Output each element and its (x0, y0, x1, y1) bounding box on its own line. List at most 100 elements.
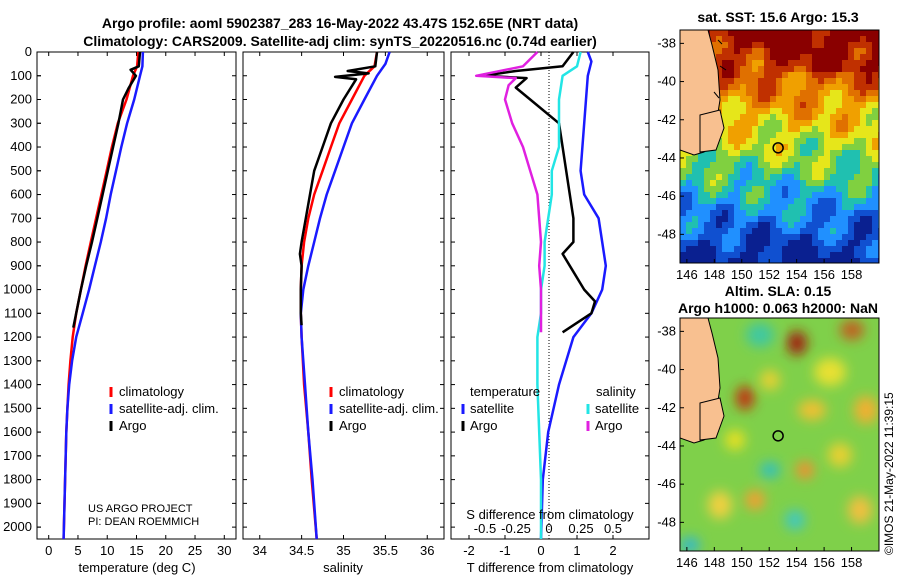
t-difference-axis-label: T difference from climatology (467, 560, 634, 575)
sst-cell (698, 240, 704, 246)
sst-cell (752, 30, 758, 36)
sst-cell (794, 126, 800, 132)
sst-cell (812, 228, 818, 234)
sst-cell (722, 102, 728, 108)
sst-cell (854, 54, 860, 60)
sst-cell (860, 126, 866, 132)
sst-cell (782, 114, 788, 120)
series-line-argo (298, 51, 379, 326)
sst-cell (854, 66, 860, 72)
sst-cell (734, 90, 740, 96)
sst-cell (794, 54, 800, 60)
sst-cell (698, 246, 704, 252)
sst-cell (812, 30, 818, 36)
sst-cell (806, 126, 812, 132)
sst-cell (782, 36, 788, 42)
sst-cell (758, 54, 764, 60)
sst-cell (806, 246, 812, 252)
sst-cell (746, 168, 752, 174)
sst-cell (812, 78, 818, 84)
sst-cell (728, 84, 734, 90)
sst-cell (752, 180, 758, 186)
sst-cell (704, 258, 710, 263)
y-tick-label: 100 (10, 68, 32, 83)
sst-cell (788, 54, 794, 60)
sst-cell (758, 216, 764, 222)
sst-cell (686, 246, 692, 252)
sst-cell (854, 102, 860, 108)
sst-cell (830, 204, 836, 210)
sst-cell (788, 48, 794, 54)
sst-cell (812, 192, 818, 198)
sst-cell (830, 198, 836, 204)
y-tick-label: 0 (25, 44, 32, 59)
sst-cell (848, 144, 854, 150)
sst-cell (710, 228, 716, 234)
sst-cell (764, 198, 770, 204)
sst-cell (818, 66, 824, 72)
sst-cell (686, 174, 692, 180)
sst-cell (866, 102, 872, 108)
sst-cell (800, 96, 806, 102)
sst-cell (842, 222, 848, 228)
sst-cell (692, 234, 698, 240)
sst-cell (842, 258, 848, 263)
sst-cell (812, 72, 818, 78)
sst-cell (800, 60, 806, 66)
sst-cell (818, 246, 824, 252)
sst-cell (794, 156, 800, 162)
sst-cell (728, 72, 734, 78)
sst-cell (734, 216, 740, 222)
sst-cell (710, 192, 716, 198)
sst-cell (758, 120, 764, 126)
sst-cell (746, 186, 752, 192)
sst-cell (746, 156, 752, 162)
sst-cell (818, 126, 824, 132)
sst-cell (758, 246, 764, 252)
sst-cell (752, 84, 758, 90)
sst-cell (764, 48, 770, 54)
sst-cell (776, 96, 782, 102)
sst-cell (842, 108, 848, 114)
sst-cell (728, 114, 734, 120)
sst-cell (830, 84, 836, 90)
sst-cell (788, 210, 794, 216)
sst-cell (686, 204, 692, 210)
sst-cell (866, 222, 872, 228)
sst-cell (848, 216, 854, 222)
sst-cell (740, 36, 746, 42)
sst-cell (716, 42, 722, 48)
sst-cell (710, 222, 716, 228)
sst-cell (842, 126, 848, 132)
salinity-plot-frame (242, 51, 445, 540)
sst-cell (764, 204, 770, 210)
sst-cell (752, 60, 758, 66)
sst-cell (860, 114, 866, 120)
sst-cell (806, 186, 812, 192)
sst-cell (710, 216, 716, 222)
sst-cell (842, 66, 848, 72)
sst-cell (842, 144, 848, 150)
sst-cell (722, 180, 728, 186)
sst-cell (788, 192, 794, 198)
sst-cell (806, 60, 812, 66)
sst-cell (860, 240, 866, 246)
sst-cell (794, 150, 800, 156)
sst-cell (782, 228, 788, 234)
sst-cell (854, 150, 860, 156)
y-tick-label: 1800 (3, 472, 32, 487)
sst-cell (860, 246, 866, 252)
sst-cell (698, 180, 704, 186)
sst-cell (860, 222, 866, 228)
sst-cell (764, 120, 770, 126)
sst-cell (788, 198, 794, 204)
sst-cell (776, 138, 782, 144)
sst-cell (686, 258, 692, 263)
sst-cell (704, 198, 710, 204)
sst-cell (800, 150, 806, 156)
sst-cell (722, 48, 728, 54)
sst-cell (860, 96, 866, 102)
sst-cell (812, 222, 818, 228)
sst-cell (800, 78, 806, 84)
sst-cell (782, 216, 788, 222)
